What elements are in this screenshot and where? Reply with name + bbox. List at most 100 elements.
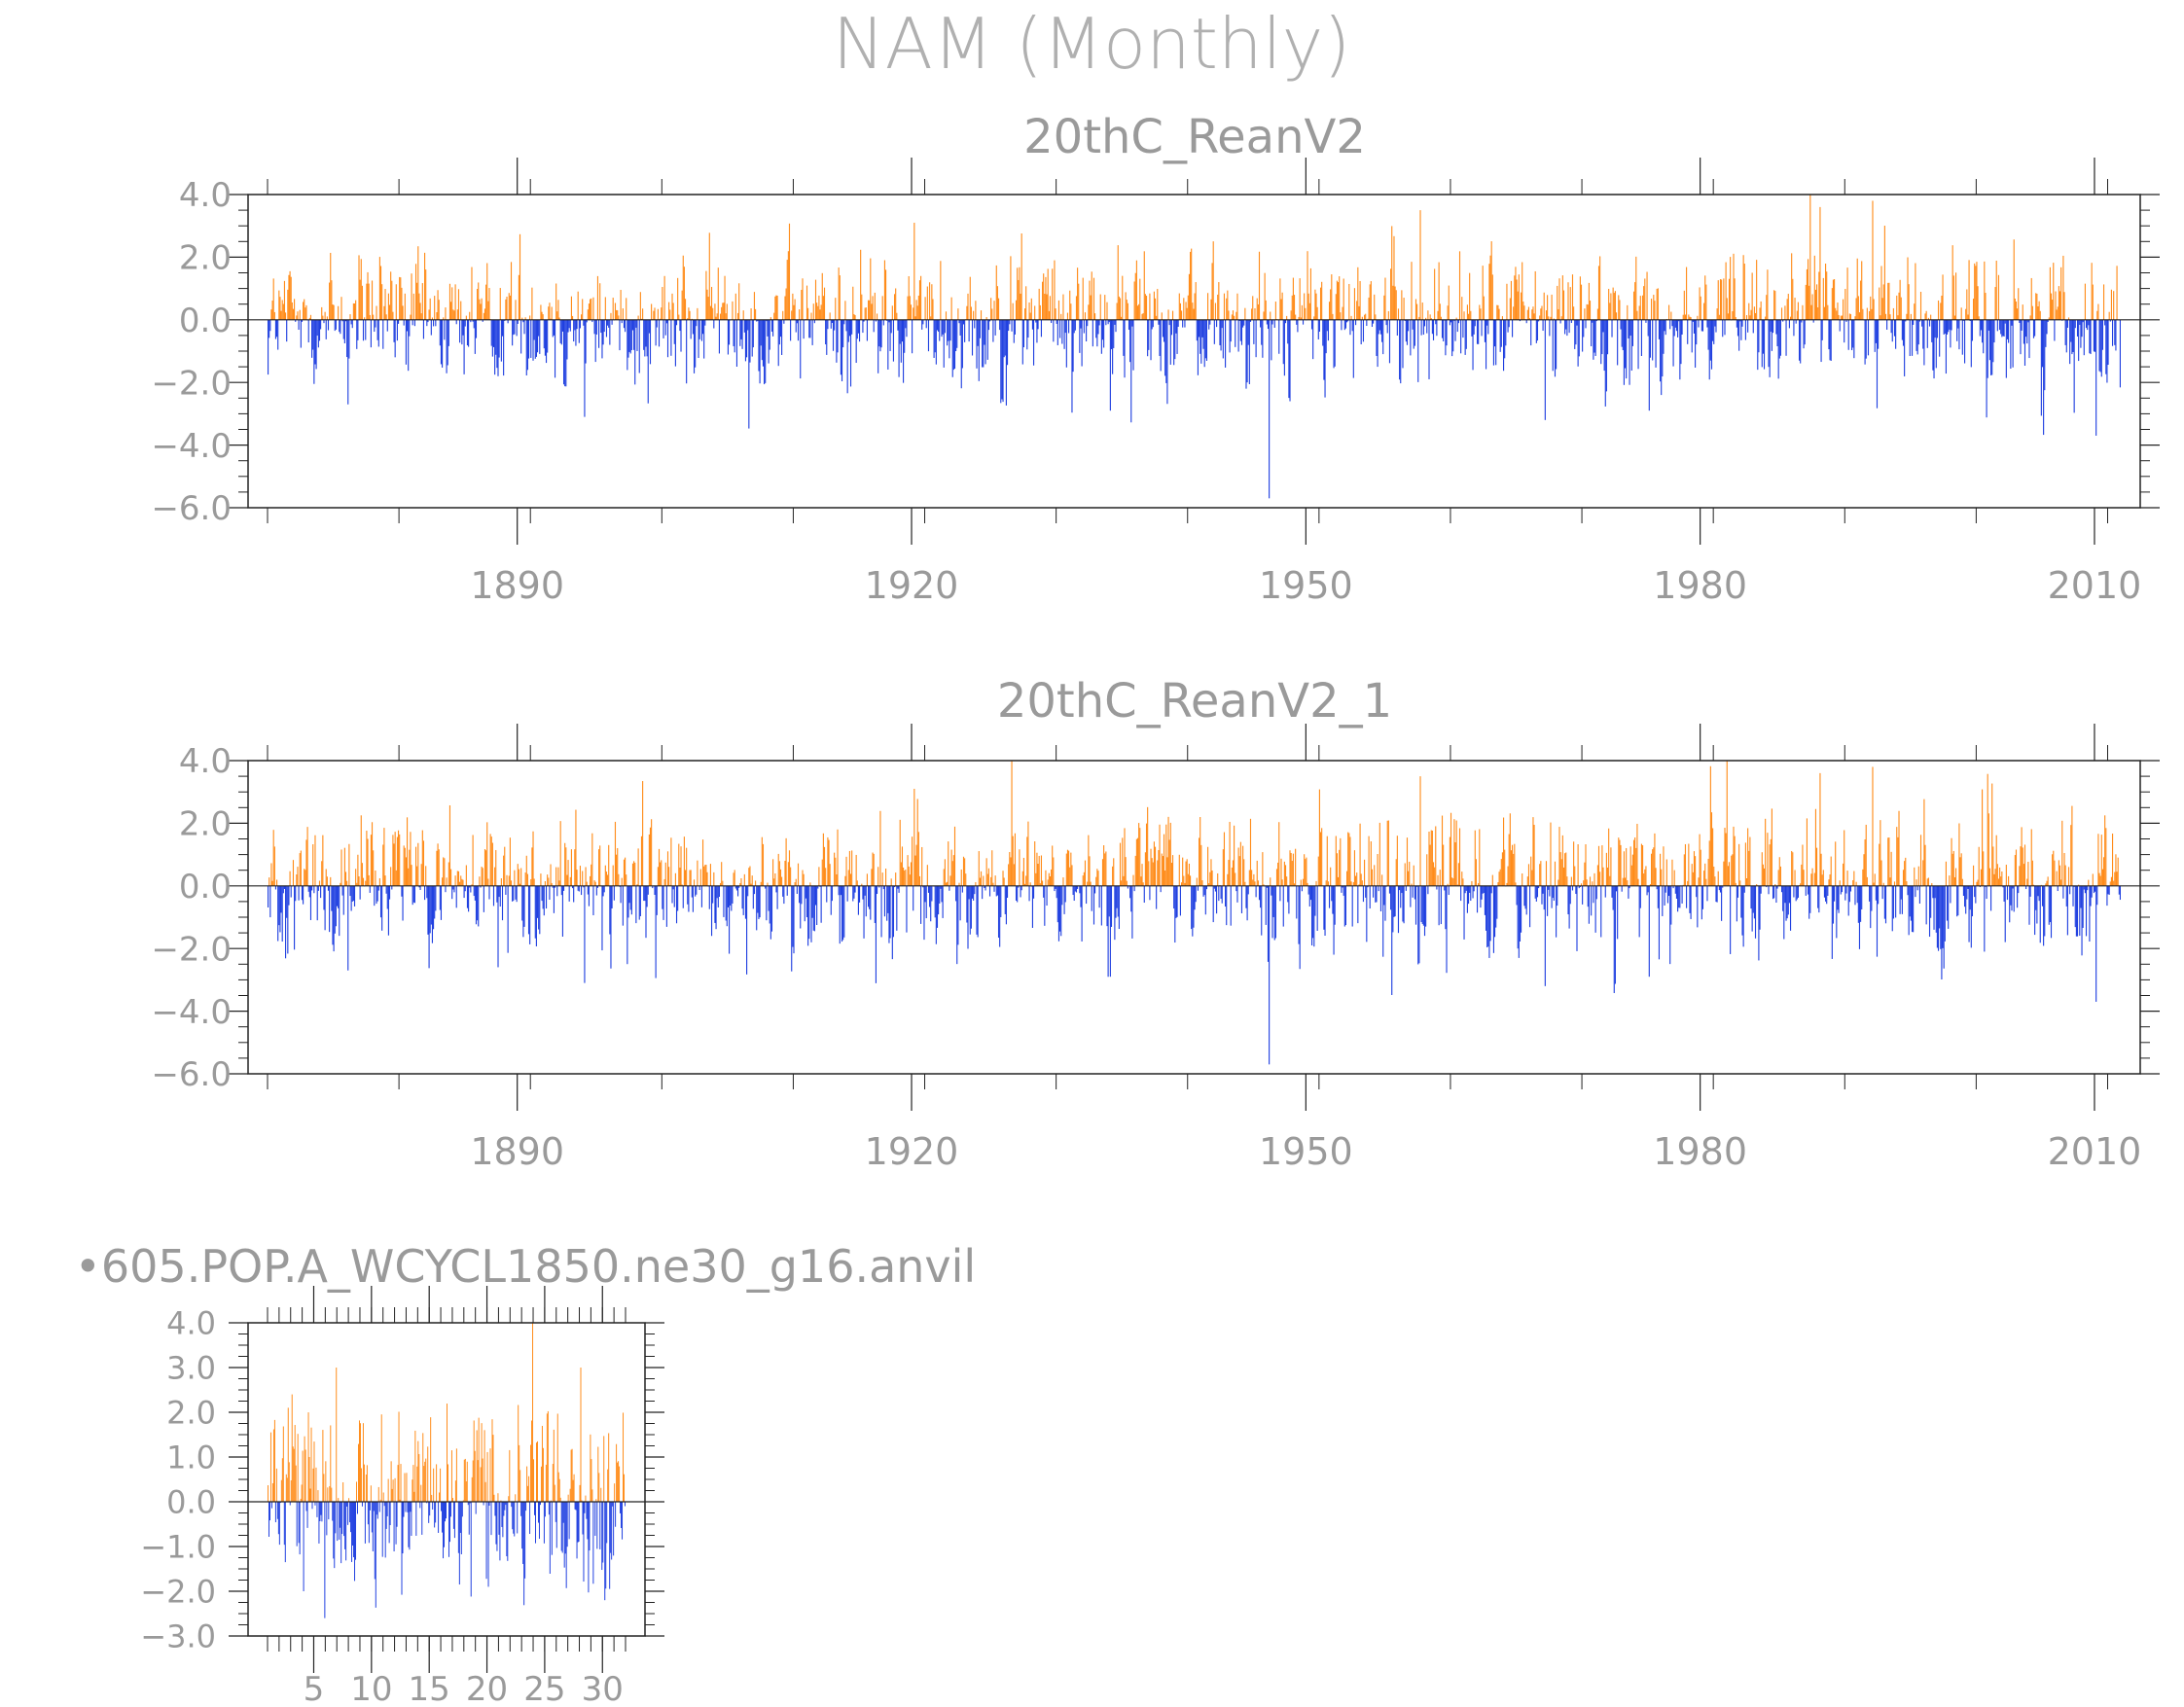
positive-bar <box>1522 302 1524 320</box>
positive-bar <box>607 874 609 886</box>
negative-bar <box>839 885 841 944</box>
positive-bar <box>1125 292 1127 320</box>
positive-bar <box>1925 310 1927 320</box>
positive-bar <box>1370 841 1372 886</box>
positive-bar <box>1053 857 1055 886</box>
negative-bar <box>1003 319 1005 358</box>
negative-bar <box>1595 885 1597 900</box>
positive-bar <box>1573 306 1575 320</box>
negative-bar <box>938 885 940 915</box>
positive-bar <box>1871 308 1873 320</box>
positive-bar <box>814 279 817 320</box>
positive-bar <box>497 1493 499 1502</box>
negative-bar <box>747 885 749 897</box>
negative-bar <box>715 885 717 930</box>
positive-bar <box>356 882 358 886</box>
negative-bar <box>1452 319 1454 352</box>
negative-bar <box>534 1502 536 1515</box>
negative-bar <box>578 1502 580 1542</box>
positive-bar <box>388 304 391 320</box>
negative-bar <box>1541 885 1543 905</box>
positive-bar <box>322 835 324 886</box>
positive-bar <box>434 296 436 320</box>
positive-bar <box>1547 295 1549 320</box>
negative-bar <box>339 885 340 937</box>
positive-bar <box>287 1407 289 1502</box>
positive-bar <box>1534 270 1536 320</box>
positive-bar <box>1262 852 1264 886</box>
negative-bar <box>1689 885 1691 913</box>
positive-bar <box>1211 263 1213 320</box>
positive-bar <box>945 311 948 320</box>
positive-bar <box>721 862 723 886</box>
negative-bar <box>1575 319 1577 345</box>
positive-bar <box>418 293 420 320</box>
positive-bar <box>290 1479 292 1502</box>
negative-bar <box>631 319 634 331</box>
negative-bar <box>347 885 349 971</box>
positive-bar <box>654 307 656 320</box>
positive-bar <box>653 310 655 320</box>
positive-bar <box>1356 301 1358 320</box>
negative-bar <box>1129 885 1131 899</box>
negative-bar <box>1578 885 1580 889</box>
negative-bar <box>1656 885 1658 890</box>
negative-bar <box>1269 885 1271 1065</box>
negative-bar <box>601 319 603 359</box>
negative-bar <box>1788 319 1790 329</box>
negative-bar <box>427 319 429 323</box>
negative-bar <box>494 1502 496 1516</box>
negative-bar <box>635 885 637 924</box>
negative-bar <box>1655 319 1657 368</box>
negative-bar <box>1933 319 1935 379</box>
negative-bar <box>1630 319 1632 372</box>
positive-bar <box>1734 278 1736 320</box>
positive-bar <box>465 315 467 320</box>
positive-bar <box>1527 864 1530 886</box>
positive-bar <box>1952 275 1954 320</box>
negative-bar <box>1397 885 1400 934</box>
negative-bar <box>572 885 574 889</box>
negative-bar <box>1964 319 1966 364</box>
negative-bar <box>1690 885 1692 919</box>
negative-bar <box>1921 319 1923 327</box>
positive-bar <box>1252 296 1254 320</box>
negative-bar <box>2083 319 2085 356</box>
positive-bar <box>1244 881 1246 886</box>
negative-bar <box>368 1502 370 1544</box>
negative-bar <box>435 885 437 911</box>
negative-bar <box>962 319 965 325</box>
positive-bar <box>707 297 709 320</box>
positive-bar <box>1513 306 1515 320</box>
positive-bar <box>500 1500 502 1502</box>
negative-bar <box>1687 319 1689 344</box>
positive-bar <box>624 1474 626 1502</box>
negative-bar <box>483 1502 484 1506</box>
negative-bar <box>376 1502 378 1519</box>
positive-bar <box>532 831 534 886</box>
positive-bar <box>600 1487 602 1502</box>
negative-bar <box>1990 319 1992 375</box>
positive-bar <box>604 297 606 320</box>
negative-bar <box>316 885 318 921</box>
positive-bar <box>1977 879 1979 886</box>
positive-bar <box>450 302 452 320</box>
negative-bar <box>1051 319 1053 324</box>
positive-bar <box>1161 312 1163 320</box>
negative-bar <box>401 1502 403 1595</box>
positive-bar <box>1426 854 1428 886</box>
negative-bar <box>779 319 782 338</box>
negative-bar <box>1805 885 1807 896</box>
negative-bar <box>1992 319 1994 363</box>
negative-bar <box>993 885 995 892</box>
negative-bar <box>466 319 469 346</box>
negative-bar <box>1831 885 1833 959</box>
positive-bar <box>674 872 676 886</box>
positive-bar <box>725 313 727 320</box>
negative-bar <box>448 1502 450 1543</box>
positive-bar <box>479 876 481 886</box>
positive-bar <box>2008 875 2010 886</box>
positive-bar <box>598 849 600 886</box>
positive-bar <box>651 819 653 886</box>
negative-bar <box>2025 885 2027 890</box>
